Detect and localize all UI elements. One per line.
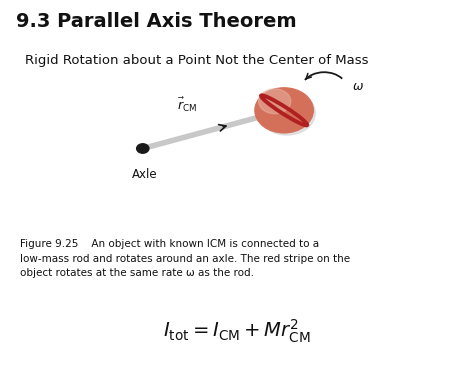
Text: Rigid Rotation about a Point Not the Center of Mass: Rigid Rotation about a Point Not the Cen… bbox=[25, 54, 368, 67]
Circle shape bbox=[259, 89, 291, 114]
Text: Axle: Axle bbox=[132, 168, 158, 182]
Circle shape bbox=[259, 92, 315, 135]
Circle shape bbox=[255, 88, 313, 133]
Text: $I_{\mathrm{tot}} = I_{\mathrm{CM}} + Mr^2_{\mathrm{CM}}$: $I_{\mathrm{tot}} = I_{\mathrm{CM}} + Mr… bbox=[163, 317, 311, 345]
Circle shape bbox=[137, 144, 149, 153]
Text: 9.3 Parallel Axis Theorem: 9.3 Parallel Axis Theorem bbox=[16, 12, 296, 31]
Text: $\omega$: $\omega$ bbox=[352, 80, 364, 93]
Text: Figure 9.25    An object with known ICM is connected to a
low-mass rod and rotat: Figure 9.25 An object with known ICM is … bbox=[20, 239, 350, 278]
Text: $\vec{r}_{\mathrm{CM}}$: $\vec{r}_{\mathrm{CM}}$ bbox=[177, 96, 197, 114]
